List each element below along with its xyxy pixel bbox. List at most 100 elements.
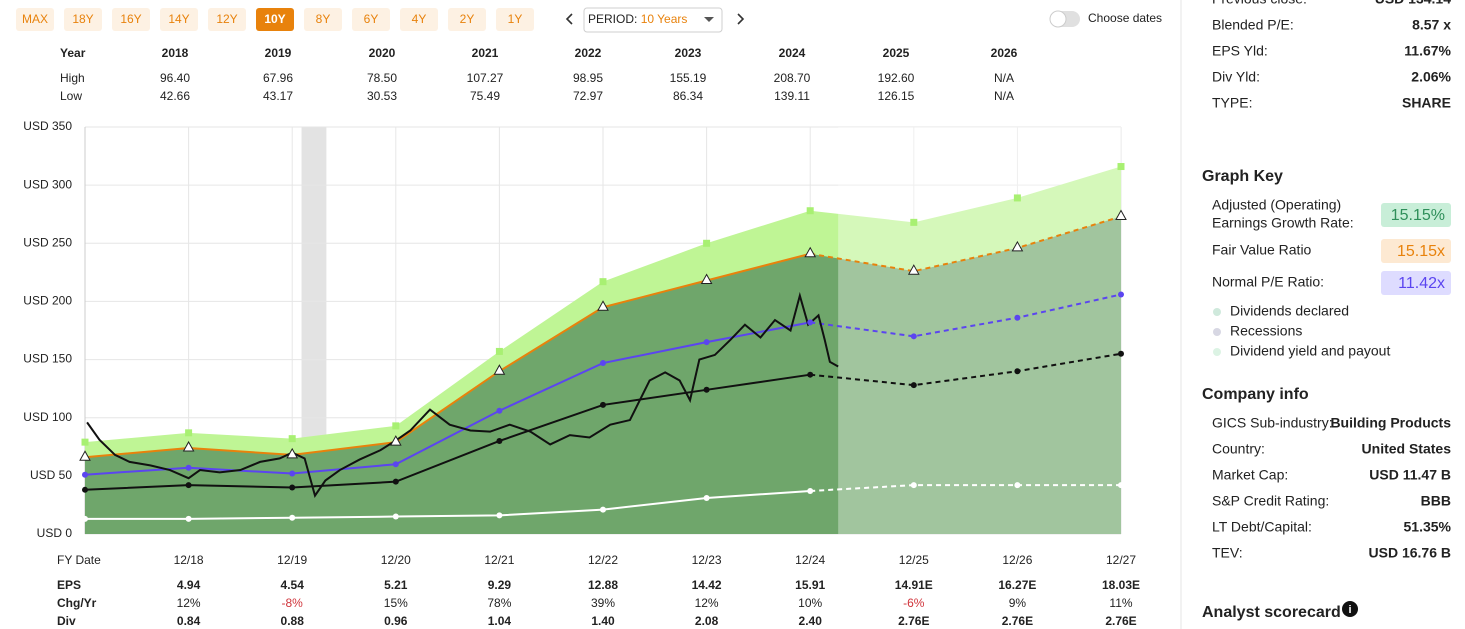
section-title: Analyst scorecard (1202, 604, 1341, 621)
fy-cell: 0.96 (384, 614, 408, 628)
series-marker (185, 464, 192, 471)
series-marker (1118, 482, 1124, 489)
stat-label: Previous close: (1212, 0, 1307, 7)
table-cell: 126.15 (878, 89, 915, 103)
range-button[interactable] (496, 8, 534, 31)
series-marker (600, 360, 606, 367)
dropdown-caret (704, 17, 714, 22)
x-axis-label: FY Date (57, 553, 101, 567)
legend-label: Recessions (1230, 323, 1302, 339)
info-icon[interactable] (1342, 601, 1358, 617)
key-value: 11.42x (1398, 275, 1445, 292)
range-button[interactable] (208, 8, 246, 31)
range-button[interactable] (448, 8, 486, 31)
toggle-knob (1049, 10, 1067, 28)
fair-value-marker (1115, 209, 1127, 221)
fy-cell: 5.21 (384, 578, 408, 592)
series-marker (1118, 291, 1124, 298)
y-tick-label: USD 300 (23, 177, 72, 191)
table-header: 2026 (991, 46, 1018, 60)
forecast-shade (838, 127, 1121, 534)
period-select[interactable] (583, 7, 723, 33)
range-button[interactable] (64, 8, 102, 31)
table-cell: 67.96 (263, 71, 293, 85)
fy-cell: 4.54 (281, 578, 305, 592)
fy-cell: 11% (1109, 596, 1132, 610)
fair-value-marker (182, 440, 195, 452)
key-label: Normal P/E Ratio: (1212, 274, 1324, 290)
series-marker (392, 478, 399, 485)
table-header: 2025 (883, 46, 910, 60)
key-badge (1381, 239, 1451, 263)
info-label: TEV: (1212, 545, 1243, 561)
range-button[interactable] (400, 8, 438, 31)
x-tick-label: 12/23 (692, 553, 722, 567)
x-tick-label: 12/26 (1002, 553, 1032, 567)
choose-dates[interactable]: Choose dates (1088, 11, 1162, 25)
table-header: Year (60, 46, 86, 60)
series-marker (496, 512, 503, 519)
band-marker (185, 429, 193, 437)
band-marker (1013, 194, 1021, 202)
x-tick-label: 12/25 (899, 553, 929, 567)
range-button[interactable] (352, 8, 390, 31)
table-cell: 86.34 (673, 89, 703, 103)
table-header: 2024 (779, 46, 806, 60)
table-cell: 43.17 (263, 89, 293, 103)
next-arrow[interactable] (737, 13, 745, 25)
series-line (810, 484, 1121, 492)
range-label: 14Y (168, 12, 189, 26)
series-line (810, 293, 1122, 338)
table-header: 2019 (265, 46, 292, 60)
range-label: 4Y (412, 12, 427, 26)
series-marker (807, 487, 814, 494)
band-marker (81, 438, 89, 446)
fair-value-marker (389, 435, 402, 446)
info-label: S&P Credit Rating: (1212, 493, 1329, 509)
fy-cell: -6% (903, 596, 925, 610)
fy-cell: 14.42 (692, 578, 722, 592)
key-label: Earnings Growth Rate: (1212, 215, 1354, 231)
series-marker (289, 484, 296, 491)
series-marker (496, 437, 503, 444)
table-cell: 192.60 (878, 71, 915, 85)
table-header: 2020 (369, 46, 396, 60)
range-button[interactable] (16, 8, 54, 31)
legend-dot (1213, 308, 1221, 316)
band-marker (703, 239, 711, 247)
fy-cell: 2.76E (1105, 614, 1136, 628)
series-marker (600, 506, 606, 513)
row-label: Chg/Yr (57, 596, 97, 610)
period-label: PERIOD: 10 Years (588, 12, 687, 26)
series-marker (703, 386, 710, 393)
series-marker (496, 407, 503, 414)
info-label: GICS Sub-industry: (1212, 415, 1333, 431)
info-icon-glyph: i (1348, 604, 1351, 616)
prev-arrow[interactable] (565, 13, 573, 25)
table-cell: 155.19 (670, 71, 707, 85)
series-marker (82, 471, 88, 478)
value-area (85, 216, 1121, 535)
y-tick-label: USD 0 (37, 526, 73, 540)
range-button[interactable] (256, 8, 294, 31)
table-cell: High (60, 71, 85, 85)
row-label: EPS (57, 578, 81, 592)
y-tick-label: USD 250 (23, 235, 72, 249)
fy-cell: 15% (384, 596, 408, 610)
series-marker (1118, 350, 1124, 357)
series-line (84, 321, 811, 476)
series-marker (289, 514, 296, 521)
fair-value-marker (804, 246, 817, 258)
range-button[interactable] (304, 8, 342, 31)
series-marker (807, 319, 814, 326)
legend-dot (1213, 328, 1221, 336)
series-line (84, 373, 811, 491)
range-button[interactable] (160, 8, 198, 31)
range-button[interactable] (112, 8, 150, 31)
series-marker (392, 513, 399, 520)
fy-cell: 39% (591, 596, 615, 610)
table-cell: N/A (994, 89, 1014, 103)
info-label: Market Cap: (1212, 467, 1288, 483)
band-marker (392, 422, 400, 430)
key-value: 15.15x (1397, 243, 1445, 260)
